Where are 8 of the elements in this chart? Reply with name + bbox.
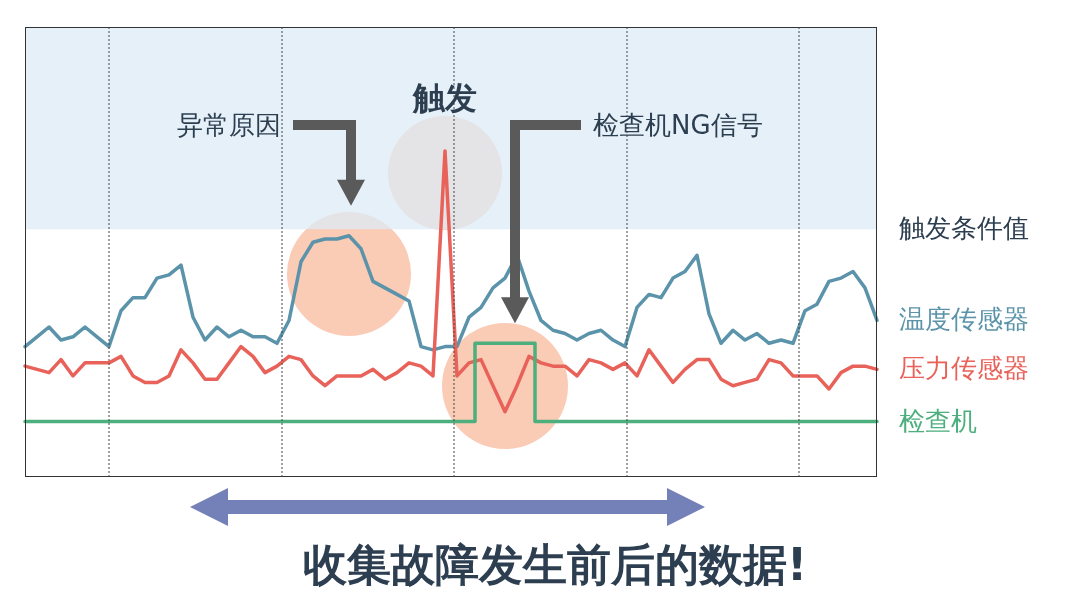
series-label: 温度传感器 xyxy=(899,303,1029,337)
text: 异常原因 xyxy=(177,109,281,142)
series-label: 压力传感器 xyxy=(899,352,1029,386)
text: 检查机NG信号 xyxy=(593,109,763,142)
band-label: 触发条件值 xyxy=(899,212,1029,246)
text: 收集故障发生前后的数据! xyxy=(301,538,809,592)
series-label: 检查机 xyxy=(899,404,977,438)
text: 触发 xyxy=(411,77,478,119)
